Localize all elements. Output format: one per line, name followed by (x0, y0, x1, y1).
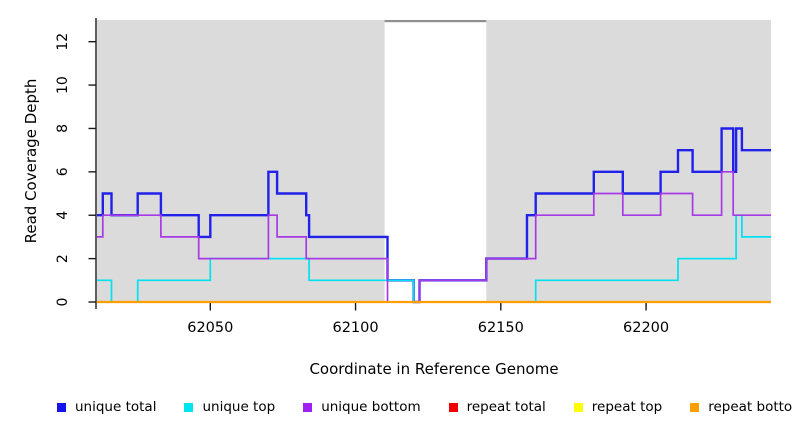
legend-label: repeat top (591, 399, 663, 415)
legend-item-unique-total: unique total (57, 399, 156, 415)
legend-label: unique top (202, 399, 276, 415)
masked-region (384, 20, 487, 302)
legend-item-repeat-total: repeat total (448, 399, 546, 415)
y-tick-label: 2 (55, 254, 71, 263)
series-unique-top-line (97, 214, 771, 303)
y-axis-title: Read Coverage Depth (22, 78, 40, 244)
legend-label: repeat total (466, 399, 546, 415)
legend-item-unique-bottom: unique bottom (303, 399, 421, 415)
masked-region-top-bar (384, 20, 487, 23)
legend-label: unique bottom (321, 399, 421, 415)
legend-swatch-repeat-top (573, 402, 583, 412)
legend-swatch-unique-total (57, 402, 66, 412)
y-tick-label: 12 (55, 33, 71, 51)
x-tick-label: 62200 (623, 320, 669, 336)
y-tick-label: 6 (55, 167, 71, 176)
legend-item-unique-top: unique top (184, 399, 275, 415)
legend-label: unique total (75, 399, 157, 415)
series-unique-bottom-line (97, 170, 771, 303)
y-tick-label: 10 (55, 76, 71, 94)
legend-swatch-unique-top (184, 402, 194, 412)
legend-item-repeat-top: repeat top (573, 399, 663, 415)
legend: unique total unique top unique bottom repea… (57, 399, 792, 415)
x-axis-title: Coordinate in Reference Genome (309, 360, 559, 378)
legend-label: repeat bottom (708, 399, 792, 415)
legend-swatch-unique-bottom (303, 402, 313, 412)
x-tick-label: 62050 (187, 320, 233, 336)
y-tick-label: 0 (55, 298, 71, 307)
x-tick-label: 62100 (332, 320, 378, 336)
y-tick-label: 4 (55, 211, 71, 220)
legend-item-repeat-bottom: repeat bottom (690, 399, 792, 415)
y-tick-label: 8 (55, 124, 71, 133)
legend-swatch-repeat-total (448, 402, 458, 412)
legend-swatch-repeat-bottom (690, 402, 700, 412)
x-tick-label: 62150 (478, 320, 524, 336)
